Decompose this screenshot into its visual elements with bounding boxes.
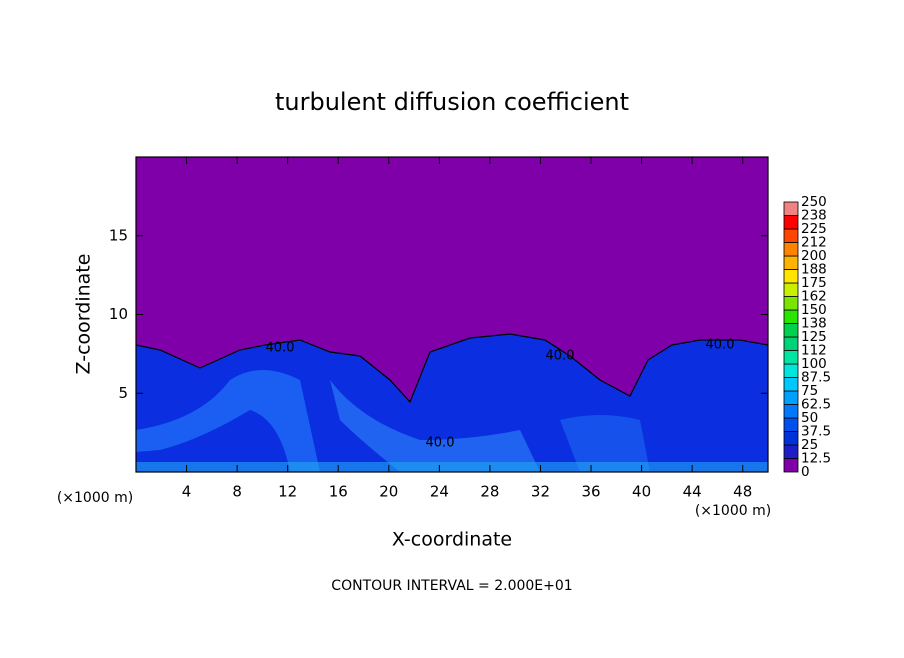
- colorbar-label: 238: [801, 208, 827, 224]
- colorbar-box: [783, 336, 799, 351]
- y-tick-label: 15: [109, 226, 128, 244]
- colorbar-box: [783, 215, 799, 230]
- x-tick-label: 44: [683, 483, 702, 501]
- x-tick-label: 32: [531, 483, 550, 501]
- colorbar-label: 150: [801, 302, 827, 318]
- y-axis-label: Z-coordinate: [73, 254, 95, 375]
- colorbar-box: [783, 282, 799, 297]
- x-unit-label: (×1000 m): [695, 503, 771, 519]
- colorbar-label: 225: [801, 221, 827, 237]
- colorbar-box: [783, 228, 799, 243]
- colorbar-label: 175: [801, 275, 827, 291]
- x-unit-label: (×1000 m): [57, 490, 133, 506]
- x-tick-label: 36: [581, 483, 600, 501]
- colorbar-box: [783, 444, 799, 459]
- x-tick-label: 8: [232, 483, 242, 501]
- colorbar-box: [783, 417, 799, 432]
- colorbar-label: 37.5: [801, 424, 831, 440]
- contour-line: [135, 333, 769, 404]
- colorbar-label: 25: [801, 437, 818, 453]
- y-tick-label: 5: [118, 384, 128, 402]
- colorbar-box: [783, 255, 799, 270]
- colorbar-label: 125: [801, 329, 827, 345]
- colorbar-label: 250: [801, 194, 827, 210]
- x-tick-label: 28: [480, 483, 499, 501]
- x-tick-label: 4: [182, 483, 192, 501]
- contour-label: 40.0: [546, 349, 575, 364]
- chart-title: turbulent diffusion coefficient: [275, 88, 629, 116]
- colorbar-label: 100: [801, 356, 827, 372]
- colorbar-box: [783, 242, 799, 257]
- colorbar-box: [783, 377, 799, 392]
- colorbar-box: [783, 431, 799, 446]
- y-tick-label: 10: [109, 305, 128, 323]
- contour-label: 40.0: [266, 341, 295, 356]
- field-surface-layer: [136, 462, 768, 472]
- field-patch: [136, 370, 320, 472]
- colorbar-box: [783, 404, 799, 419]
- colorbar-box: [783, 309, 799, 324]
- x-tick-label: 12: [278, 483, 297, 501]
- colorbar-label: 75: [801, 383, 818, 399]
- colorbar-label: 50: [801, 410, 818, 426]
- field-patch: [330, 380, 540, 472]
- x-tick-label: 48: [733, 483, 752, 501]
- colorbar-label: 138: [801, 316, 827, 332]
- colorbar-box: [783, 296, 799, 311]
- colorbar-label: 200: [801, 248, 827, 264]
- contour-label: 40.0: [426, 436, 455, 451]
- x-axis-label: X-coordinate: [392, 529, 512, 551]
- x-tick-label: 24: [430, 483, 449, 501]
- colorbar-label: 112: [801, 343, 827, 359]
- colorbar-box: [783, 323, 799, 338]
- colorbar-box: [783, 458, 799, 473]
- x-tick-label: 40: [632, 483, 651, 501]
- colorbar-label: 212: [801, 235, 827, 251]
- colorbar-box: [783, 269, 799, 284]
- colorbar-box: [783, 390, 799, 405]
- x-tick-label: 16: [329, 483, 348, 501]
- colorbar-label: 12.5: [801, 451, 831, 467]
- colorbar-box: [783, 363, 799, 378]
- contour-label: 40.0: [706, 338, 735, 353]
- colorbar-box: [783, 350, 799, 365]
- x-tick-label: 20: [379, 483, 398, 501]
- colorbar-box: [783, 201, 799, 216]
- field-patch: [560, 415, 650, 472]
- colorbar-label: 188: [801, 262, 827, 278]
- colorbar-label: 162: [801, 289, 827, 305]
- colorbar-label: 87.5: [801, 370, 831, 386]
- colorbar-label: 62.5: [801, 397, 831, 413]
- footer: CONTOUR INTERVAL = 2.000E+01: [331, 578, 572, 594]
- colorbar-label: 0: [801, 464, 810, 480]
